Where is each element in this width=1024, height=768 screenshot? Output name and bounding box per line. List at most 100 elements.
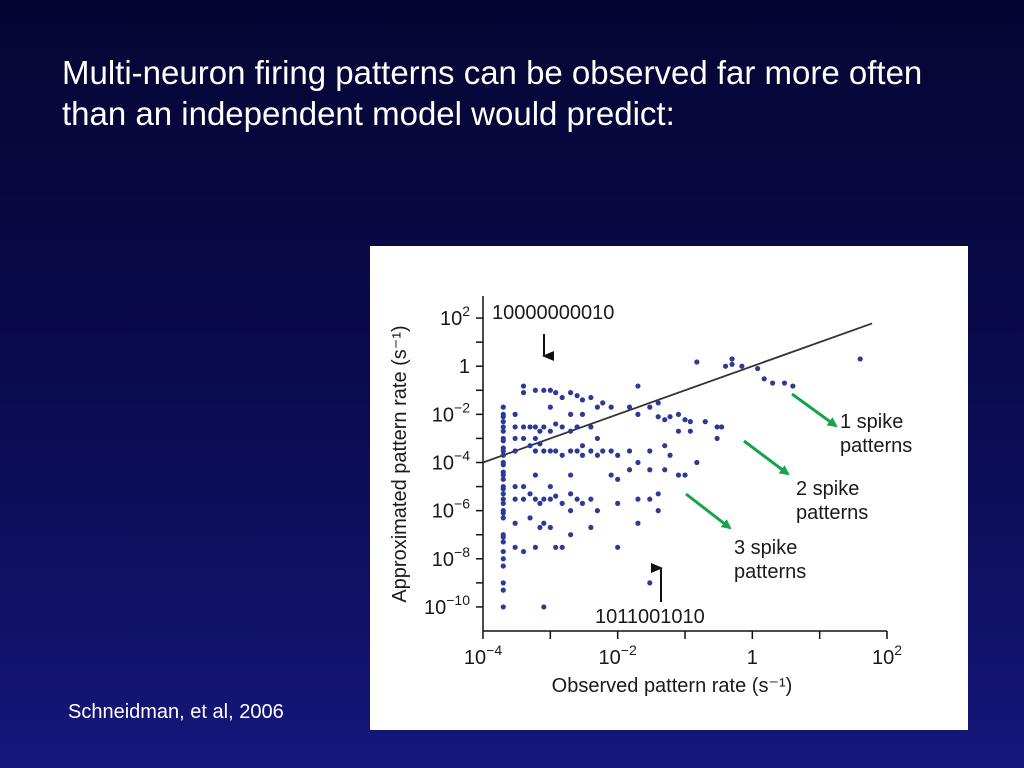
y-tick-label-exp: −10 [446,592,470,608]
data-point [635,411,641,417]
label-2-spike-line2: patterns [796,502,868,524]
y-tick-label-exp: 2 [462,303,470,319]
data-point [667,414,673,420]
data-point [662,443,668,449]
data-point [714,435,720,442]
data-point [512,483,518,490]
data-point [532,448,538,454]
data-point [527,424,533,430]
data-point [541,496,547,502]
data-point [500,515,506,521]
data-point [500,491,506,497]
data-point [568,532,574,538]
data-point [579,443,586,449]
identity-line [482,322,873,464]
data-point [537,500,543,506]
chart-panel: 10−4 10−2 1 102 102 1 10−2 10−4 10−6 10−8 10−10 Ob… [370,246,968,730]
annotation-bottom-label: 1011001010 [595,606,705,628]
data-point [608,472,614,478]
data-point [626,467,633,473]
data-point [588,448,594,454]
data-point [588,394,594,401]
data-point [500,539,506,545]
x-tick-label-base: 10 [872,647,894,669]
y-tick-label-base: 10 [424,597,446,619]
data-point [500,448,506,454]
data-point [500,580,506,586]
data-point [500,462,506,468]
data-point [547,524,553,531]
y-tick-label: 102 [440,303,470,330]
data-point [500,548,506,555]
data-point [512,424,518,430]
data-point [532,472,538,478]
data-point [857,356,863,362]
data-point [527,515,533,521]
data-point [559,452,565,458]
data-point [675,428,682,434]
data-point [714,424,720,430]
data-point [527,443,533,449]
x-tick-label: 10−2 [599,642,637,669]
y-tick-label: 1 [459,356,470,378]
data-point [532,496,538,502]
y-tick-label-base: 1 [459,356,470,378]
data-point [527,491,533,497]
data-point [682,472,688,478]
data-point [790,383,796,389]
y-tick-label-base: 10 [432,501,454,523]
data-point [635,459,641,466]
data-point [568,508,574,514]
data-point [568,491,574,497]
data-point [594,452,600,458]
data-point [579,397,586,403]
data-point [559,394,565,401]
data-point [600,400,606,406]
x-tick-label: 102 [872,642,902,669]
data-point [662,467,668,473]
data-point [512,411,518,417]
data-point [655,508,661,514]
data-point [682,417,688,423]
label-1-spike-line2: patterns [840,435,912,457]
data-point [541,604,547,610]
data-point [532,435,538,442]
data-point [600,448,606,454]
label-3-spike: 3 spike patterns [734,537,806,583]
label-3-spike-line2: patterns [734,561,806,583]
y-tick-label: 10−4 [432,448,470,475]
data-point [512,544,518,550]
data-point [761,376,767,382]
data-point [647,580,653,586]
data-point [588,496,594,502]
data-point [647,404,653,410]
data-point [537,428,543,434]
data-point [541,424,547,430]
y-tick-label-base: 10 [432,453,454,475]
x-tick-label-base: 1 [747,647,758,669]
data-point [719,424,725,430]
y-tick-label-base: 10 [432,549,454,571]
x-axis-ticks [482,631,888,639]
x-axis-label: Observed pattern rate (s⁻¹) [552,675,793,697]
label-3-spike-line1: 3 spike [734,537,797,559]
y-tick-label-exp: −2 [454,399,470,415]
data-point [615,500,621,506]
data-point [547,448,553,454]
data-point [635,383,641,389]
x-tick-label-base: 10 [464,647,486,669]
data-point [537,441,543,447]
data-point [770,380,776,386]
data-point [553,421,559,427]
data-point [520,548,527,555]
data-point [635,520,641,526]
data-point [520,483,527,490]
data-point [729,356,735,362]
y-tick-label: 10−10 [424,592,470,619]
x-tick-label: 10−4 [464,642,502,669]
data-point [615,544,621,550]
data-point [579,500,586,506]
data-point [655,491,661,497]
label-1-spike-line1: 1 spike [840,411,903,433]
data-point [594,508,600,514]
